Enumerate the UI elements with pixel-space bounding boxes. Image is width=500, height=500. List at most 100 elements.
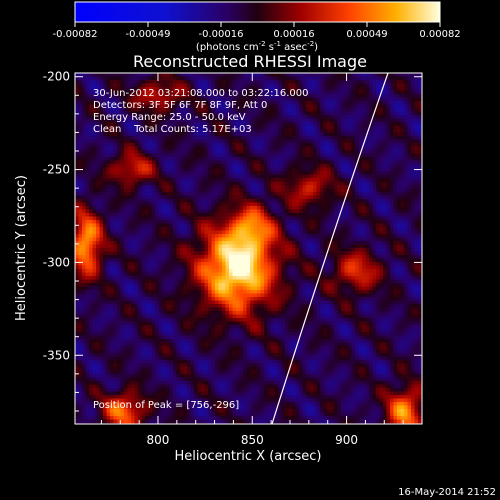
heatmap-cell [253,174,258,179]
heatmap-cell [127,150,132,154]
heatmap-cell [75,115,79,119]
heatmap-cell [383,227,387,231]
heatmap-cell [148,157,153,161]
heatmap-cell [344,87,349,91]
heatmap-cell [236,129,240,133]
heatmap-cell [113,216,118,221]
heatmap-cell [383,188,387,193]
heatmap-cell [407,97,412,102]
heatmap-cell [225,174,230,179]
heatmap-cell [124,216,128,221]
heatmap-cell [281,108,286,112]
heatmap-cell [348,178,352,182]
heatmap-cell [271,199,275,203]
heatmap-cell [313,209,317,214]
heatmap-cell [393,115,398,119]
heatmap-cell [117,192,121,196]
heatmap-cell [372,139,377,144]
heatmap-cell [253,199,258,203]
heatmap-cell [295,199,300,203]
heatmap-cell [250,90,254,95]
heatmap-cell [152,139,156,144]
heatmap-cell [253,213,258,217]
heatmap-cell [306,192,310,196]
heatmap-cell [187,157,191,161]
heatmap-cell [152,188,156,193]
heatmap-cell [239,104,244,109]
heatmap-cell [411,223,415,228]
heatmap-cell [197,209,202,214]
heatmap-cell [211,150,216,154]
heatmap-cell [106,164,111,168]
heatmap-cell [313,125,317,130]
heatmap-cell [285,80,289,84]
heatmap-cell [267,146,272,151]
heatmap-cell [400,178,405,182]
heatmap-cell [204,94,209,98]
heatmap-cell [239,87,244,91]
heatmap-cell [348,216,352,221]
heatmap-cell [379,202,384,207]
heatmap-cell [292,160,296,165]
heatmap-cell [288,209,293,214]
heatmap-cell [166,101,170,105]
heatmap-cell [299,216,303,221]
heatmap-cell [96,118,100,123]
heatmap-cell [351,209,356,214]
heatmap-cell [204,150,209,154]
heatmap-cell [173,234,177,238]
heatmap-cell [103,199,107,203]
heatmap-cell [407,115,412,119]
heatmap-cell [397,139,401,144]
heatmap-cell [190,234,195,238]
heatmap-cell [169,97,174,102]
heatmap-cell [334,216,338,221]
heatmap-cell [78,195,83,200]
heatmap-cell [110,160,114,165]
heatmap-cell [89,132,93,137]
heatmap-cell [393,192,398,196]
heatmap-cell [327,136,331,140]
heatmap-cell [187,220,191,224]
heatmap-cell [92,76,97,81]
heatmap-cell [82,213,86,217]
heatmap-cell [106,199,111,203]
heatmap-cell [236,83,240,88]
heatmap-cell [204,241,209,245]
heatmap-cell [75,174,79,179]
heatmap-cell [229,146,233,151]
heatmap-cell [341,73,345,77]
heatmap-cell [211,192,216,196]
heatmap-cell [180,220,184,224]
heatmap-cell [278,230,282,235]
heatmap-cell [204,216,209,221]
heatmap-cell [386,87,391,91]
heatmap-cell [299,230,303,235]
heatmap-cell [337,139,342,144]
heatmap-cell [358,234,363,238]
heatmap-cell [229,227,233,231]
heatmap-cell [341,108,345,112]
heatmap-cell [414,150,419,154]
heatmap-cell [211,125,216,130]
heatmap-cell [131,97,135,102]
heatmap-cell [159,202,163,207]
heatmap-cell [250,234,254,238]
heatmap-cell [267,118,272,123]
heatmap-cell [351,111,356,116]
heatmap-cell [204,164,209,168]
heatmap-cell [208,223,212,228]
heatmap-cell [264,202,268,207]
heatmap-cell [211,202,216,207]
heatmap-cell [372,104,377,109]
heatmap-cell [124,150,128,154]
heatmap-cell [225,104,230,109]
heatmap-cell [267,171,272,175]
heatmap-cell [243,181,247,186]
heatmap-cell [295,157,300,161]
heatmap-cell [173,146,177,151]
heatmap-cell [414,195,419,200]
heatmap-cell [327,80,331,84]
heatmap-cell [288,143,293,147]
heatmap-cell [407,188,412,193]
